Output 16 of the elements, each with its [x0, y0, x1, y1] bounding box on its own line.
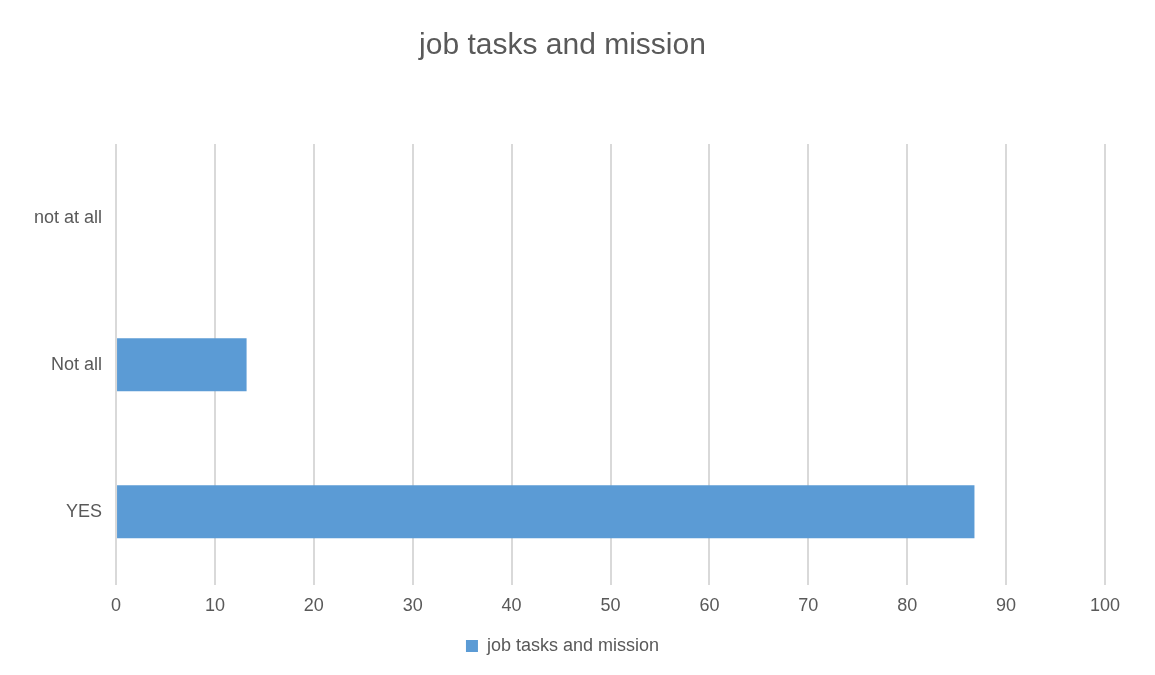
x-tick-label: 20	[303, 595, 324, 616]
x-tick-label: 80	[897, 595, 918, 616]
y-tick-label: not at all	[34, 206, 103, 227]
x-tick-label: 40	[501, 595, 522, 616]
x-tick-label: 90	[996, 595, 1017, 616]
x-tick-label: 0	[111, 595, 122, 616]
y-tick-label: YES	[66, 500, 103, 521]
x-tick-label: 60	[699, 595, 720, 616]
x-tick-label: 50	[600, 595, 621, 616]
x-tick-label: 30	[402, 595, 423, 616]
x-tick-label: 70	[798, 595, 819, 616]
x-tick-label: 100	[1089, 595, 1121, 616]
y-tick-label: Not all	[51, 353, 103, 374]
chart-title: job tasks and mission	[418, 27, 706, 61]
legend-label: job tasks and mission	[485, 634, 660, 655]
x-tick-label: 10	[204, 595, 225, 616]
